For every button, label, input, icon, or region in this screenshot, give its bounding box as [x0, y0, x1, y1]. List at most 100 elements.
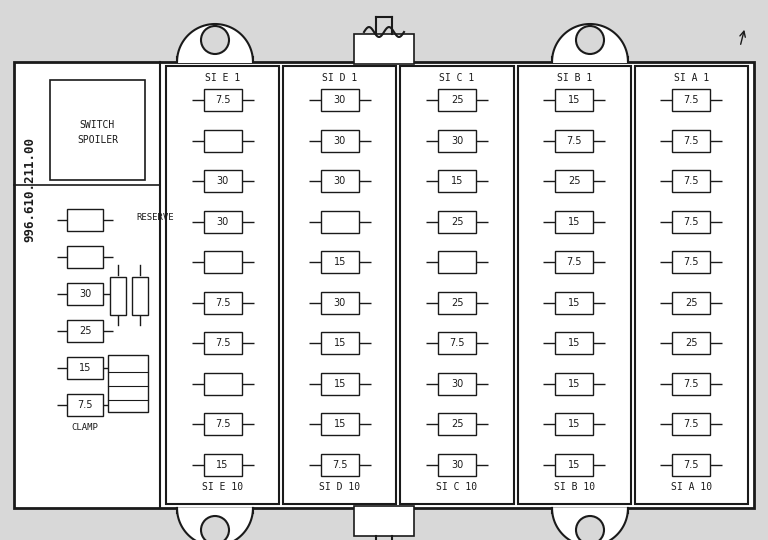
Text: SI B 1: SI B 1 [557, 73, 592, 83]
Polygon shape [552, 24, 628, 62]
Bar [555, 170, 593, 192]
Text: 996.610.211.00: 996.610.211.00 [24, 138, 37, 242]
Text: 30: 30 [333, 95, 346, 105]
Bar [204, 170, 242, 192]
Text: 15: 15 [568, 217, 581, 227]
Bar [132, 277, 148, 315]
Text: 15: 15 [333, 379, 346, 389]
Text: 30: 30 [451, 136, 463, 146]
Bar [67, 357, 103, 379]
Bar [673, 292, 710, 314]
Bar [438, 130, 476, 152]
Text: SI A 10: SI A 10 [670, 482, 712, 492]
Polygon shape [177, 508, 253, 540]
Text: 25: 25 [451, 420, 463, 429]
Bar [67, 283, 103, 305]
Text: 7.5: 7.5 [684, 95, 699, 105]
Bar [438, 454, 476, 476]
Bar [321, 130, 359, 152]
Text: 25: 25 [685, 339, 697, 348]
Text: 30: 30 [79, 289, 91, 299]
Bar [555, 211, 593, 233]
Bar [400, 66, 514, 504]
Bar [166, 66, 280, 504]
Text: 15: 15 [568, 420, 581, 429]
Text: 25: 25 [568, 176, 581, 186]
Bar [67, 394, 103, 416]
Bar [321, 89, 359, 111]
Bar [555, 130, 593, 152]
Bar [110, 277, 126, 315]
Text: 7.5: 7.5 [215, 298, 230, 308]
Text: 7.5: 7.5 [215, 420, 230, 429]
Text: RESERVE: RESERVE [136, 213, 174, 222]
Text: SI A 1: SI A 1 [674, 73, 709, 83]
Bar [673, 89, 710, 111]
Bar [321, 332, 359, 354]
Bar [673, 130, 710, 152]
Bar [673, 211, 710, 233]
Bar [204, 211, 242, 233]
Text: 15: 15 [451, 176, 463, 186]
Text: 7.5: 7.5 [684, 379, 699, 389]
Text: 7.5: 7.5 [684, 217, 699, 227]
Bar [14, 62, 754, 508]
Bar [673, 373, 710, 395]
Bar [354, 34, 414, 64]
Text: 7.5: 7.5 [449, 339, 465, 348]
Text: 15: 15 [568, 339, 581, 348]
Text: 15: 15 [217, 460, 229, 470]
Text: 15: 15 [568, 379, 581, 389]
Polygon shape [177, 24, 253, 62]
Bar [204, 414, 242, 435]
Circle shape [576, 516, 604, 540]
Bar [673, 170, 710, 192]
Text: SI E 10: SI E 10 [202, 482, 243, 492]
Text: 30: 30 [333, 176, 346, 186]
Text: 7.5: 7.5 [215, 95, 230, 105]
Text: 7.5: 7.5 [567, 257, 582, 267]
Bar [204, 130, 242, 152]
Text: 7.5: 7.5 [684, 460, 699, 470]
Bar [354, 506, 414, 536]
Text: 30: 30 [217, 217, 229, 227]
Text: 7.5: 7.5 [78, 400, 93, 410]
Bar [555, 292, 593, 314]
Bar [555, 89, 593, 111]
Text: 15: 15 [79, 363, 91, 373]
Bar [673, 332, 710, 354]
Bar [555, 332, 593, 354]
Bar [283, 66, 396, 504]
Text: SPOILER: SPOILER [77, 135, 118, 145]
Text: CLAMP: CLAMP [71, 422, 98, 431]
Circle shape [201, 516, 229, 540]
Bar [555, 251, 593, 273]
Bar [321, 292, 359, 314]
Text: 30: 30 [451, 379, 463, 389]
Bar [438, 89, 476, 111]
Bar [438, 373, 476, 395]
Text: 25: 25 [685, 298, 697, 308]
Bar [321, 251, 359, 273]
Text: 30: 30 [333, 136, 346, 146]
Bar [204, 332, 242, 354]
Text: SI C 10: SI C 10 [436, 482, 478, 492]
Text: SI E 1: SI E 1 [205, 73, 240, 83]
Bar [321, 170, 359, 192]
Bar [555, 454, 593, 476]
Circle shape [576, 26, 604, 54]
Text: 30: 30 [451, 460, 463, 470]
Circle shape [201, 26, 229, 54]
Text: 25: 25 [451, 95, 463, 105]
Bar [67, 246, 103, 268]
Bar [555, 414, 593, 435]
Polygon shape [552, 508, 628, 540]
Text: 7.5: 7.5 [684, 176, 699, 186]
Text: 15: 15 [568, 298, 581, 308]
Bar [204, 251, 242, 273]
Bar [204, 292, 242, 314]
Bar [518, 66, 631, 504]
Text: SI B 10: SI B 10 [554, 482, 594, 492]
Text: SI C 1: SI C 1 [439, 73, 475, 83]
Text: 7.5: 7.5 [684, 420, 699, 429]
